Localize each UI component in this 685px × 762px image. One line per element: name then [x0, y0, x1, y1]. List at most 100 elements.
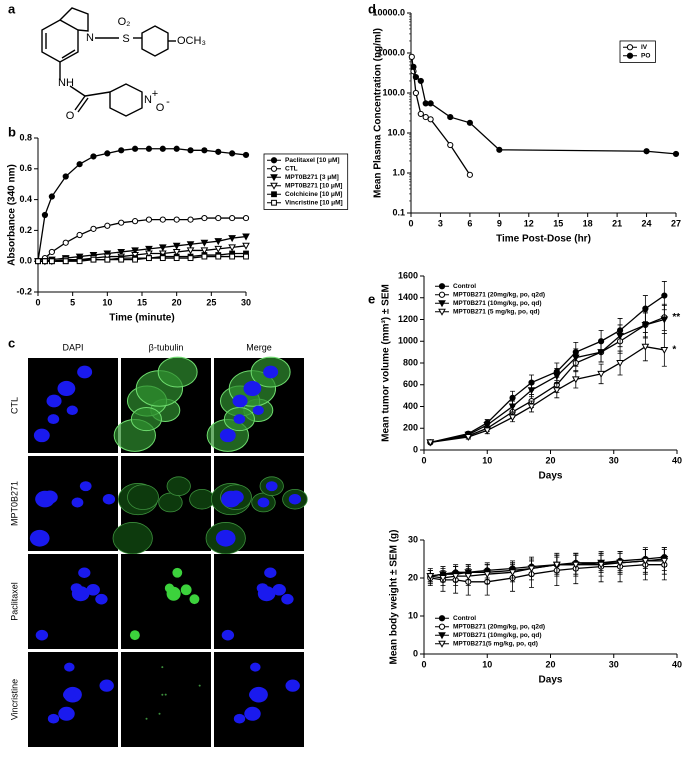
marker	[410, 63, 417, 70]
marker	[412, 89, 420, 97]
marker	[104, 150, 111, 157]
legend-label: MPT0B271 [3 μM]	[285, 174, 339, 181]
marker	[426, 573, 435, 581]
annotation: *	[672, 345, 676, 356]
marker	[215, 214, 222, 222]
y-axis-label: Mean tumor volume (mm³) ± SEM	[381, 284, 392, 442]
column-header: β-tubulin	[149, 342, 184, 352]
marker	[228, 244, 236, 252]
tubulin-signal	[180, 584, 192, 596]
x-tick-label: 30	[609, 659, 619, 669]
y-tick-label: 0	[413, 648, 418, 658]
marker	[626, 44, 634, 51]
marker	[187, 216, 194, 223]
marker	[509, 394, 516, 401]
marker	[48, 258, 55, 265]
marker	[201, 147, 208, 154]
marker	[131, 247, 139, 255]
marker	[187, 147, 194, 154]
marker	[661, 292, 668, 299]
tubulin-signal	[129, 630, 140, 641]
marker	[427, 116, 434, 123]
marker	[642, 305, 649, 312]
marker	[132, 256, 138, 263]
marker	[62, 173, 69, 180]
atom-label: +	[152, 88, 158, 100]
tubulin-signal	[161, 693, 164, 696]
nucleus	[47, 414, 60, 425]
marker	[641, 343, 650, 351]
nucleus	[288, 493, 302, 505]
x-tick-label: 21	[612, 218, 622, 228]
row-label: CTL	[9, 397, 19, 414]
x-tick-label: 0	[421, 659, 426, 669]
marker	[427, 100, 434, 107]
marker	[417, 77, 424, 85]
marker	[527, 565, 536, 573]
nucleus	[215, 529, 236, 547]
marker	[131, 145, 139, 152]
nucleus	[79, 481, 92, 492]
nucleus	[244, 706, 261, 721]
marker	[242, 233, 250, 241]
legend-label: MPT0B271(5 mg/kg, po, qd)	[453, 640, 538, 647]
marker	[200, 239, 209, 247]
marker	[438, 291, 446, 298]
marker	[438, 283, 446, 290]
atom-label: N	[144, 94, 152, 106]
y-axis-label: Mean Plasma Concentration (ng/ml)	[373, 28, 384, 198]
marker	[552, 561, 561, 569]
marker	[571, 376, 580, 384]
marker	[242, 242, 250, 250]
marker	[464, 433, 473, 441]
marker	[616, 360, 624, 368]
marker	[201, 253, 208, 260]
legend-label: Control	[453, 283, 476, 290]
atom-label: NH	[58, 77, 74, 89]
atom-label: OCH₃	[177, 35, 206, 47]
marker	[571, 354, 580, 362]
marker	[215, 148, 222, 155]
marker	[597, 349, 605, 357]
series-line	[412, 66, 677, 155]
nucleus	[252, 405, 264, 416]
x-tick-label: 40	[672, 659, 682, 669]
nucleus	[281, 593, 294, 605]
marker	[242, 151, 250, 159]
series-line	[430, 295, 665, 444]
atom-label: S	[122, 33, 129, 45]
marker	[242, 214, 250, 222]
marker	[597, 561, 605, 569]
marker	[173, 145, 180, 152]
x-axis-label: Days	[539, 675, 563, 686]
nucleus	[47, 713, 60, 724]
nucleus	[66, 405, 78, 416]
nucleus	[86, 584, 100, 596]
marker	[271, 199, 277, 206]
marker	[186, 247, 195, 255]
marker	[408, 53, 415, 60]
marker	[214, 245, 223, 253]
nucleus	[264, 567, 277, 578]
nucleus	[243, 380, 262, 397]
nucleus	[63, 689, 76, 701]
marker	[616, 332, 624, 340]
y-tick-label: 0	[413, 444, 418, 454]
marker	[146, 255, 152, 262]
legend-label: PO	[641, 52, 650, 59]
x-tick-label: 12	[524, 218, 534, 228]
marker	[118, 256, 125, 263]
atom-label: N	[86, 32, 94, 44]
panel-label: c	[8, 335, 15, 350]
marker	[508, 569, 517, 577]
x-tick-label: 27	[671, 218, 681, 228]
panel-label: d	[368, 1, 376, 16]
nucleus	[257, 497, 270, 508]
nucleus	[272, 584, 286, 596]
panel-label: b	[8, 124, 16, 139]
marker	[186, 241, 195, 249]
panel-label: a	[8, 1, 16, 16]
marker	[118, 219, 125, 226]
y-tick-label: 0.1	[392, 207, 405, 217]
